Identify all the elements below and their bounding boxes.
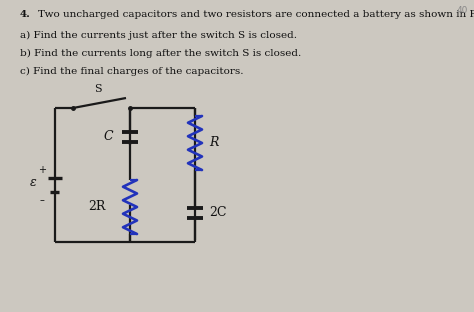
Text: b) Find the currents long after the switch S is closed.: b) Find the currents long after the swit… xyxy=(20,49,301,58)
Text: R: R xyxy=(209,137,219,149)
Text: ε: ε xyxy=(29,177,36,189)
Text: c) Find the final charges of the capacitors.: c) Find the final charges of the capacit… xyxy=(20,67,244,76)
Text: +: + xyxy=(38,165,46,175)
Text: Two uncharged capacitors and two resistors are connected a battery as shown in F: Two uncharged capacitors and two resisto… xyxy=(38,10,474,19)
Text: 2R: 2R xyxy=(89,201,106,213)
Text: C: C xyxy=(103,130,113,144)
Text: 40: 40 xyxy=(456,6,468,15)
Text: a) Find the currents just after the switch S is closed.: a) Find the currents just after the swit… xyxy=(20,31,297,40)
Text: S: S xyxy=(94,84,101,94)
Text: 2C: 2C xyxy=(209,207,227,220)
Text: –: – xyxy=(39,195,45,205)
Text: 4.: 4. xyxy=(20,10,31,19)
